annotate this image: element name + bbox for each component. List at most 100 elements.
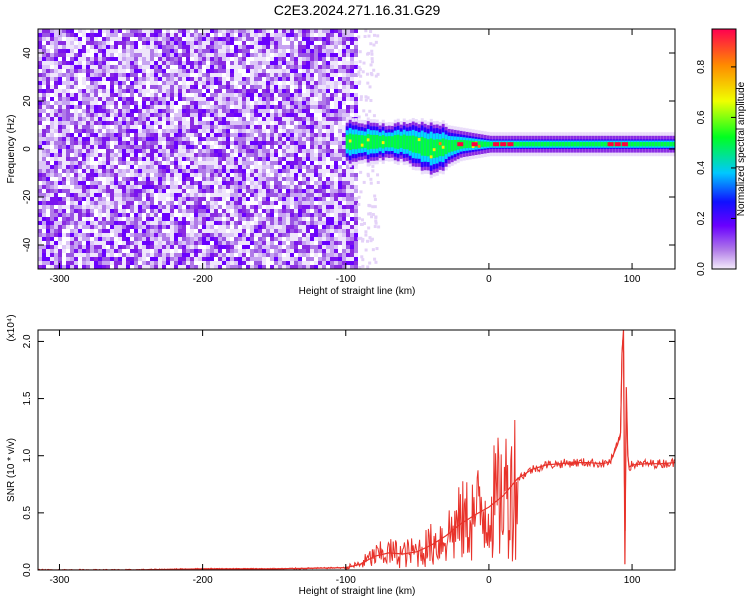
- heatmap-cell: [230, 41, 234, 45]
- heatmap-cell: [114, 93, 118, 97]
- heatmap-cell: [162, 105, 166, 109]
- heatmap-cell: [54, 197, 58, 201]
- heatmap-cell: [74, 53, 78, 57]
- heatmap-cell: [350, 229, 354, 233]
- heatmap-cell: [162, 73, 166, 77]
- heatmap-cell: [206, 217, 210, 221]
- heatmap-cell: [258, 257, 262, 261]
- heatmap-cell: [226, 81, 230, 85]
- heatmap-cell: [286, 157, 290, 161]
- heatmap-cell: [66, 253, 70, 257]
- heatmap-cell: [226, 41, 230, 45]
- heatmap-cell: [86, 217, 90, 221]
- heatmap-cell: [110, 129, 114, 133]
- heatmap-cell: [174, 101, 178, 105]
- heatmap-cell: [86, 205, 90, 209]
- heatmap-cell: [270, 265, 274, 269]
- heatmap-cell: [342, 189, 346, 193]
- heatmap-cell: [182, 201, 186, 205]
- heatmap-cell: [46, 181, 50, 185]
- heatmap-cell: [294, 233, 298, 237]
- heatmap-cell: [242, 257, 246, 261]
- heatmap-cell: [130, 209, 134, 213]
- heatmap-cell: [66, 97, 70, 101]
- heatmap-cell: [338, 37, 342, 41]
- heatmap-cell: [294, 29, 298, 33]
- heatmap-cell: [154, 117, 158, 121]
- heatmap-cell: [290, 237, 294, 241]
- heatmap-cell: [274, 125, 278, 129]
- heatmap-cell: [238, 157, 242, 161]
- heatmap-cell: [142, 137, 146, 141]
- heatmap-cell: [286, 181, 290, 185]
- heatmap-cell: [122, 101, 126, 105]
- heatmap-cell: [306, 81, 310, 85]
- heatmap-cell: [62, 81, 66, 85]
- heatmap-cell: [94, 249, 98, 253]
- heatmap-band-cell: [435, 139, 439, 158]
- heatmap-cell: [146, 201, 150, 205]
- heatmap-cell: [78, 165, 82, 169]
- heatmap-cell: [130, 185, 134, 189]
- heatmap-cell: [122, 181, 126, 185]
- heatmap-cell: [50, 45, 54, 49]
- heatmap-cell: [342, 169, 346, 173]
- heatmap-cell: [170, 161, 174, 165]
- heatmap-cell: [338, 181, 342, 185]
- heatmap-cell: [154, 229, 158, 233]
- heatmap-cell: [38, 197, 42, 201]
- heatmap-cell: [274, 133, 278, 137]
- heatmap-cell: [38, 225, 42, 229]
- heatmap-cell: [314, 245, 318, 249]
- heatmap-cell: [194, 101, 198, 105]
- heatmap-cell: [360, 218, 364, 222]
- heatmap-cell: [322, 205, 326, 209]
- heatmap-cell: [202, 77, 206, 81]
- heatmap-cell: [194, 245, 198, 249]
- heatmap-cell: [178, 233, 182, 237]
- heatmap-cell: [190, 221, 194, 225]
- heatmap-cell: [150, 37, 154, 41]
- heatmap-cell: [210, 185, 214, 189]
- heatmap-cell: [38, 141, 42, 145]
- heatmap-band-cell: [429, 138, 433, 159]
- heatmap-cell: [294, 197, 298, 201]
- heatmap-cell: [154, 265, 158, 269]
- heatmap-cell: [90, 37, 94, 41]
- heatmap-cell: [142, 101, 146, 105]
- heatmap-cell: [42, 89, 46, 93]
- heatmap-cell: [50, 89, 54, 93]
- heatmap-cell: [242, 145, 246, 149]
- heatmap-cell: [158, 117, 162, 121]
- heatmap-cell: [46, 193, 50, 197]
- heatmap-cell: [234, 45, 238, 49]
- heatmap-cell: [226, 33, 230, 37]
- heatmap-cell: [130, 189, 134, 193]
- heatmap-cell: [242, 245, 246, 249]
- heatmap-cell: [342, 193, 346, 197]
- heatmap-cell: [122, 265, 126, 269]
- heatmap-cell: [302, 29, 306, 33]
- heatmap-cell: [118, 161, 122, 165]
- heatmap-cell: [330, 69, 334, 73]
- heatmap-cell: [190, 125, 194, 129]
- heatmap-cell: [162, 209, 166, 213]
- heatmap-cell: [186, 33, 190, 37]
- heatmap-cell: [246, 81, 250, 85]
- heatmap-cell: [286, 165, 290, 169]
- heatmap-cell: [306, 109, 310, 113]
- heatmap-cell: [298, 201, 302, 205]
- heatmap-cell: [294, 81, 298, 85]
- heatmap-cell: [122, 37, 126, 41]
- heatmap-cell: [134, 125, 138, 129]
- heatmap-cell: [218, 245, 222, 249]
- heatmap-cell: [214, 153, 218, 157]
- heatmap-cell: [122, 109, 126, 113]
- heatmap-cell: [218, 173, 222, 177]
- heatmap-cell: [246, 141, 250, 145]
- heatmap-cell: [62, 93, 66, 97]
- heatmap-cell: [326, 253, 330, 257]
- heatmap-cell: [214, 109, 218, 113]
- heatmap-cell: [290, 97, 294, 101]
- heatmap-cell: [178, 153, 182, 157]
